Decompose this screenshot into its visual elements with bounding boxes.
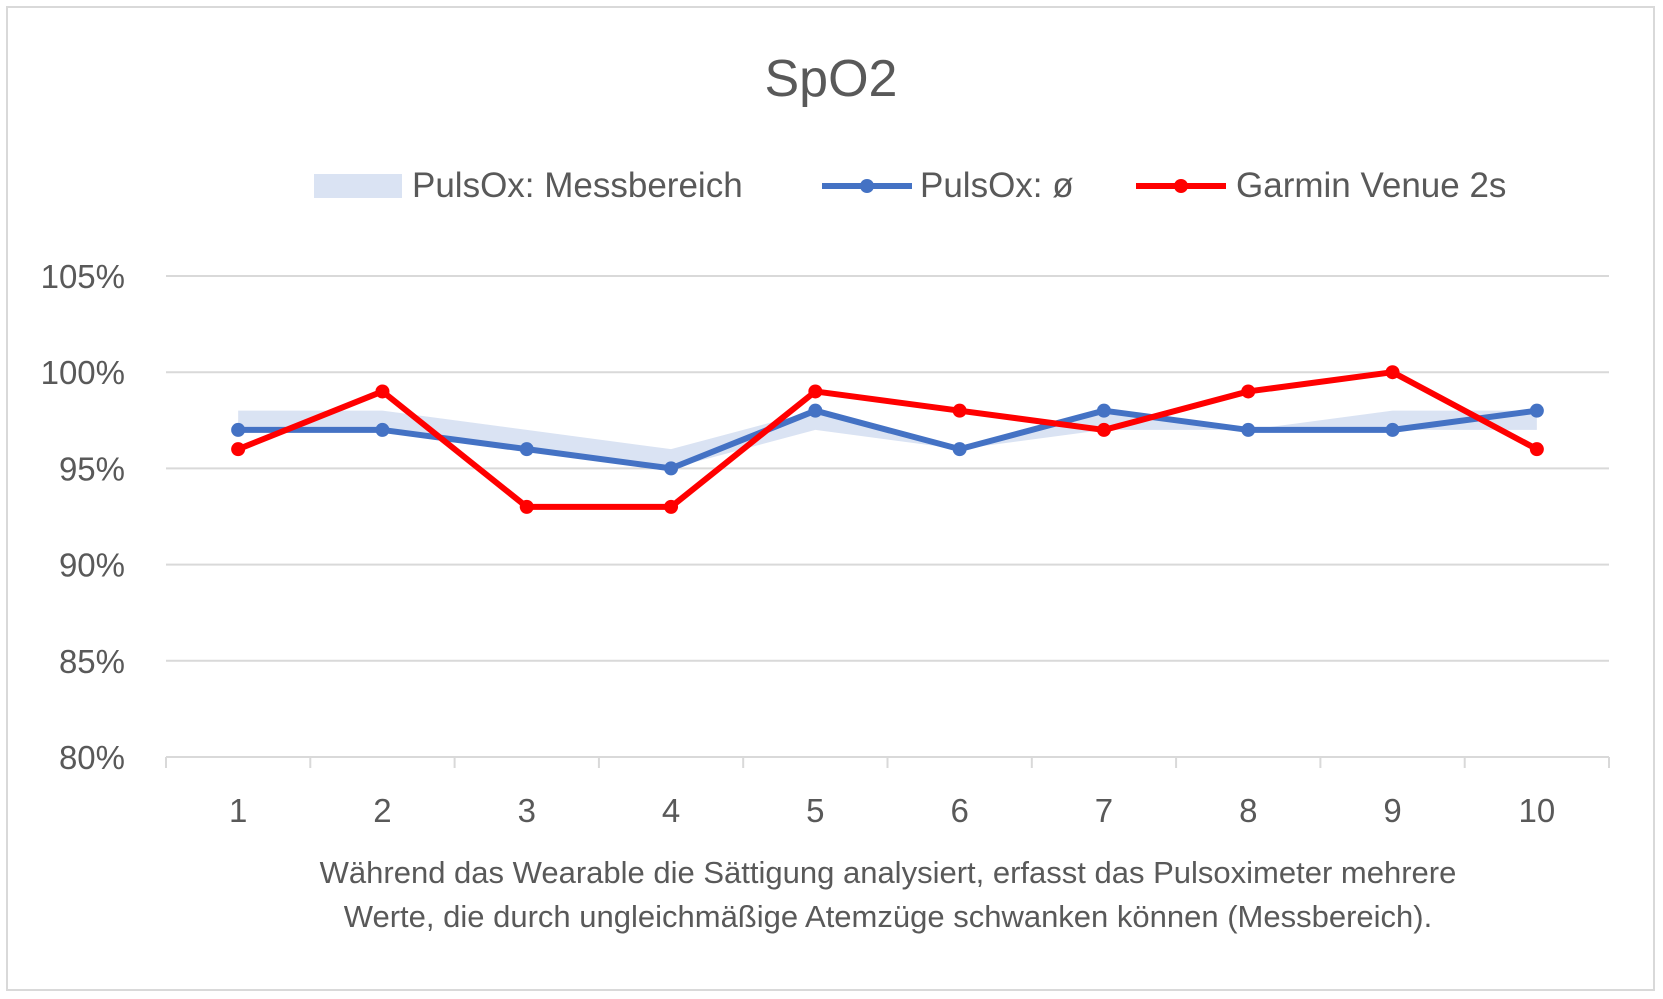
series-lines	[231, 365, 1544, 514]
legend: PulsOx: Messbereich PulsOx: ø Garmin Ven…	[314, 166, 1506, 205]
legend-marker-pulsox-avg	[860, 179, 874, 193]
series-line	[238, 407, 1538, 472]
grid-lines	[166, 275, 1609, 662]
y-tick-label: 85%	[59, 643, 125, 680]
data-point	[664, 499, 679, 514]
data-point	[375, 384, 390, 399]
data-point	[1096, 422, 1111, 437]
data-point	[375, 422, 390, 437]
chart-title: SpO2	[765, 50, 898, 108]
data-point	[808, 403, 823, 418]
data-point	[664, 461, 679, 476]
data-point	[1385, 365, 1400, 380]
series-0	[231, 403, 1544, 476]
data-point	[231, 422, 246, 437]
legend-swatch-band	[314, 174, 402, 198]
x-tick-label: 6	[950, 792, 968, 829]
x-tick-label: 1	[229, 792, 247, 829]
band-area	[238, 410, 1537, 469]
series-line	[237, 369, 1539, 510]
x-tick-label: 2	[373, 792, 391, 829]
y-tick-label: 95%	[59, 450, 125, 487]
x-tick-label: 8	[1239, 792, 1257, 829]
y-axis-ticks: 80% 85% 90% 95% 100% 105%	[41, 258, 125, 776]
chart-frame	[6, 6, 1655, 991]
x-axis-caption: Während das Wearable die Sättigung analy…	[320, 855, 1457, 934]
data-point	[808, 384, 823, 399]
data-point	[519, 442, 534, 457]
legend-marker-garmin	[1174, 179, 1188, 193]
x-axis: 1 2 3 4 5 6 7 8 9 10	[165, 756, 1610, 829]
x-tick-label: 9	[1383, 792, 1401, 829]
data-point	[1241, 422, 1256, 437]
x-axis-caption-line-1: Während das Wearable die Sättigung analy…	[320, 855, 1457, 890]
y-tick-label: 90%	[59, 547, 125, 584]
x-tick-label: 10	[1518, 792, 1555, 829]
data-point	[231, 442, 246, 457]
data-point	[1529, 403, 1544, 418]
x-tick-label: 5	[806, 792, 824, 829]
x-tick-label: 3	[518, 792, 536, 829]
legend-label-band: PulsOx: Messbereich	[412, 166, 743, 205]
x-tick-label: 7	[1095, 792, 1113, 829]
data-point	[519, 499, 534, 514]
series-1	[231, 365, 1544, 514]
y-tick-label: 105%	[41, 258, 125, 295]
band-area-path	[238, 410, 1537, 469]
x-tick-label: 4	[662, 792, 680, 829]
data-point	[1241, 384, 1256, 399]
data-point	[952, 442, 967, 457]
legend-label-pulsox-avg: PulsOx: ø	[920, 166, 1074, 205]
data-point	[952, 403, 967, 418]
x-axis-caption-line-2: Werte, die durch ungleichmäßige Atemzüge…	[344, 899, 1432, 934]
y-tick-label: 100%	[41, 354, 125, 391]
data-point	[1096, 403, 1111, 418]
legend-label-garmin: Garmin Venue 2s	[1236, 166, 1506, 205]
data-point	[1529, 442, 1544, 457]
y-tick-label: 80%	[59, 739, 125, 776]
data-point	[1385, 422, 1400, 437]
